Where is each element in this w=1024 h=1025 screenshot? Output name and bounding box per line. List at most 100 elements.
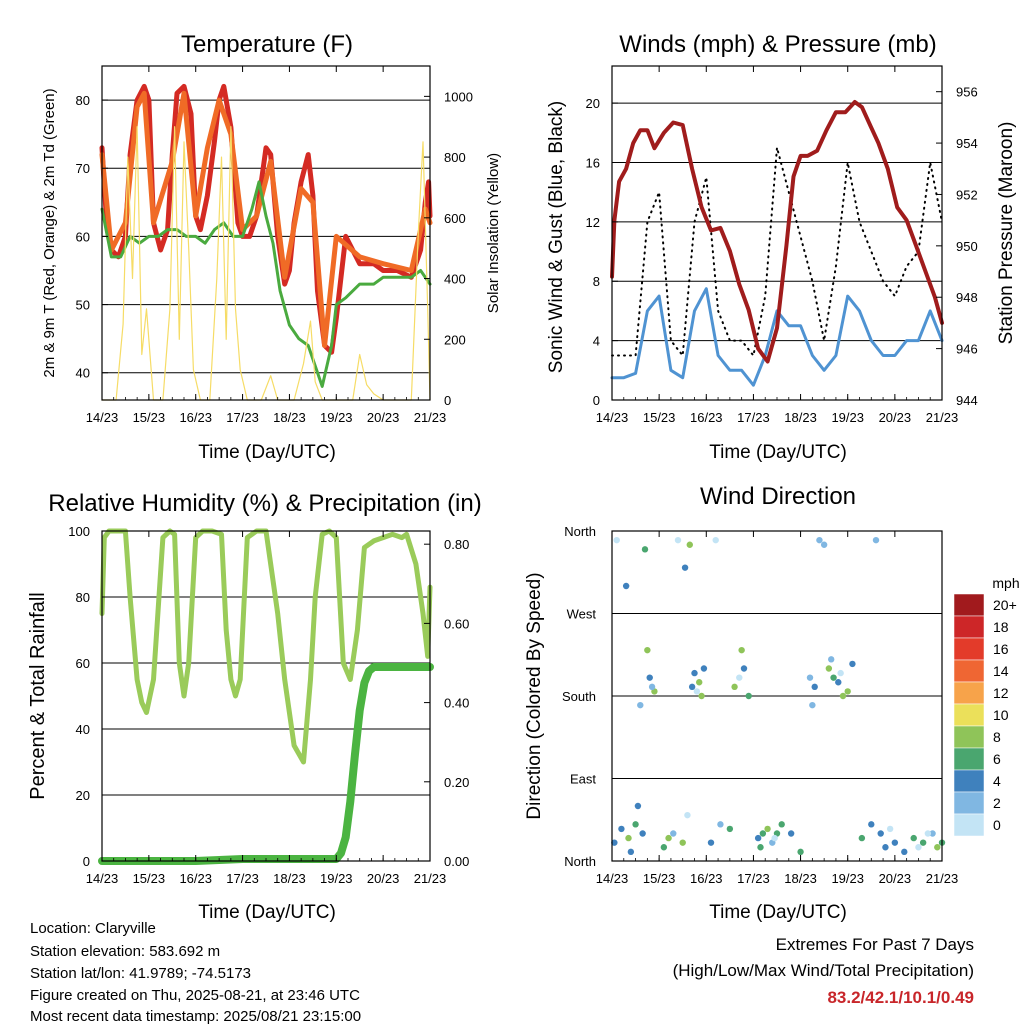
wind-direction-point [634,802,642,810]
y-axis-label: Percent & Total Rainfall [27,592,49,800]
y2-tick-label: 0.80 [444,537,469,552]
y-tick-label: 80 [76,93,90,108]
y-axis-label: Direction (Colored By Speed) [524,572,545,819]
wind-direction-point [693,688,701,695]
x-tick-label: 15/23 [133,410,166,425]
wind-direction-point [910,834,917,842]
legend-swatch [953,637,985,661]
wind-direction-point [738,646,745,654]
y2-tick-label: 0.00 [444,854,469,869]
wind-direction-point [613,536,620,544]
series-line-9m-t [99,90,433,348]
series-line-total-precipitation [98,663,434,865]
wind-direction-point [809,701,816,709]
wind-direction-point [837,669,844,677]
y2-tick-label: 948 [956,290,978,305]
x-tick-label: 15/23 [643,871,676,886]
wind-direction-point [646,674,653,681]
y2-tick-label: 600 [444,211,466,226]
wind-direction-point [679,839,686,846]
x-tick-label: 16/23 [179,871,212,886]
x-axis-label: Time (Day/UTC) [709,442,847,463]
wind-direction-point [877,830,884,837]
y2-axis-label: Solar Insolation (Yellow) [485,153,502,313]
wind-direction-point [919,839,927,846]
wind-direction-point [641,546,649,553]
wind-direction-point [835,679,842,686]
y-tick-label: 12 [586,215,600,230]
wind-direction-point [625,834,632,842]
wind-direction-point [820,541,828,548]
wind-direction-point [674,536,682,544]
y-tick-label: 50 [76,298,90,313]
wind-direction-point [778,821,785,828]
wind-direction-point [830,674,837,681]
y-tick-label: West [567,607,597,622]
x-tick-label: 21/23 [414,871,447,886]
wind-direction-point [618,825,625,833]
series-line-2m-td [100,180,432,388]
wind-direction-point [627,848,635,856]
y-tick-label: 70 [76,161,90,176]
wind-direction-point [736,674,743,681]
y2-tick-label: 954 [956,136,978,151]
wind-direction-point [691,669,698,677]
wind-direction-point [698,692,705,700]
y-tick-label: 16 [586,155,600,170]
wind-direction-point [686,541,693,548]
series-line-relative-humidity [99,528,433,765]
wind-direction-point [707,839,715,846]
plot-frame [611,65,943,401]
series-line-sonic-gust [611,146,943,357]
y2-tick-label: 0.40 [444,696,469,711]
info-elevation: Station elevation: 583.692 m [30,943,221,960]
series-line-sonic-wind [610,287,944,387]
x-tick-label: 18/23 [784,410,817,425]
y2-tick-label: 400 [444,272,466,287]
wind-direction-point [754,834,762,842]
info-latlon: Station lat/lon: 41.9789; -74.5173 [30,965,252,982]
x-tick-label: 19/23 [320,871,353,886]
info-location: Location: Claryville [30,920,156,937]
y-tick-label: 4 [593,334,600,349]
x-tick-label: 14/23 [86,871,119,886]
wind-direction-point [844,688,851,695]
y2-axis-label: Station Pressure (Maroon) [996,122,1017,345]
y2-tick-label: 0.60 [444,616,469,631]
y2-tick-label: 944 [956,393,978,408]
legend-label: 18 [993,619,1009,635]
wind-direction-point [684,811,691,819]
y2-tick-label: 200 [444,332,466,347]
wind-direction-point [648,683,656,691]
wind-direction-point [759,830,767,837]
wind-direction-point [797,848,804,856]
wind-direction-point [660,844,668,851]
chart-title: Wind Direction [700,483,856,510]
wind-direction-point [611,839,618,846]
wind-direction-point [696,679,703,686]
y2-tick-label: 946 [956,342,978,357]
legend-swatch [953,659,985,683]
wind-direction-point [644,646,651,654]
wind-direction-point [839,692,847,700]
legend-label: 6 [993,751,1001,767]
x-tick-label: 16/23 [690,410,723,425]
chart-title: Relative Humidity (%) & Precipitation (i… [48,490,481,517]
y-tick-label: South [562,689,596,704]
wind-direction-point [700,665,708,672]
wind-direction-point [816,536,823,544]
y-tick-label: 20 [586,96,600,111]
y-tick-label: North [564,854,596,869]
legend-label: 12 [993,685,1009,701]
x-tick-label: 18/23 [273,410,306,425]
y-tick-label: 60 [76,656,90,671]
legend-swatch [953,791,985,815]
legend-swatch [953,703,985,727]
y2-tick-label: 956 [956,85,978,100]
y2-tick-label: 0.20 [444,775,469,790]
wind-direction-point [637,701,644,709]
wind-direction-point [872,536,880,544]
x-tick-label: 18/23 [273,871,306,886]
y-axis-label: Sonic Wind & Gust (Blue, Black) [546,101,567,373]
y2-tick-label: 1000 [444,89,473,104]
